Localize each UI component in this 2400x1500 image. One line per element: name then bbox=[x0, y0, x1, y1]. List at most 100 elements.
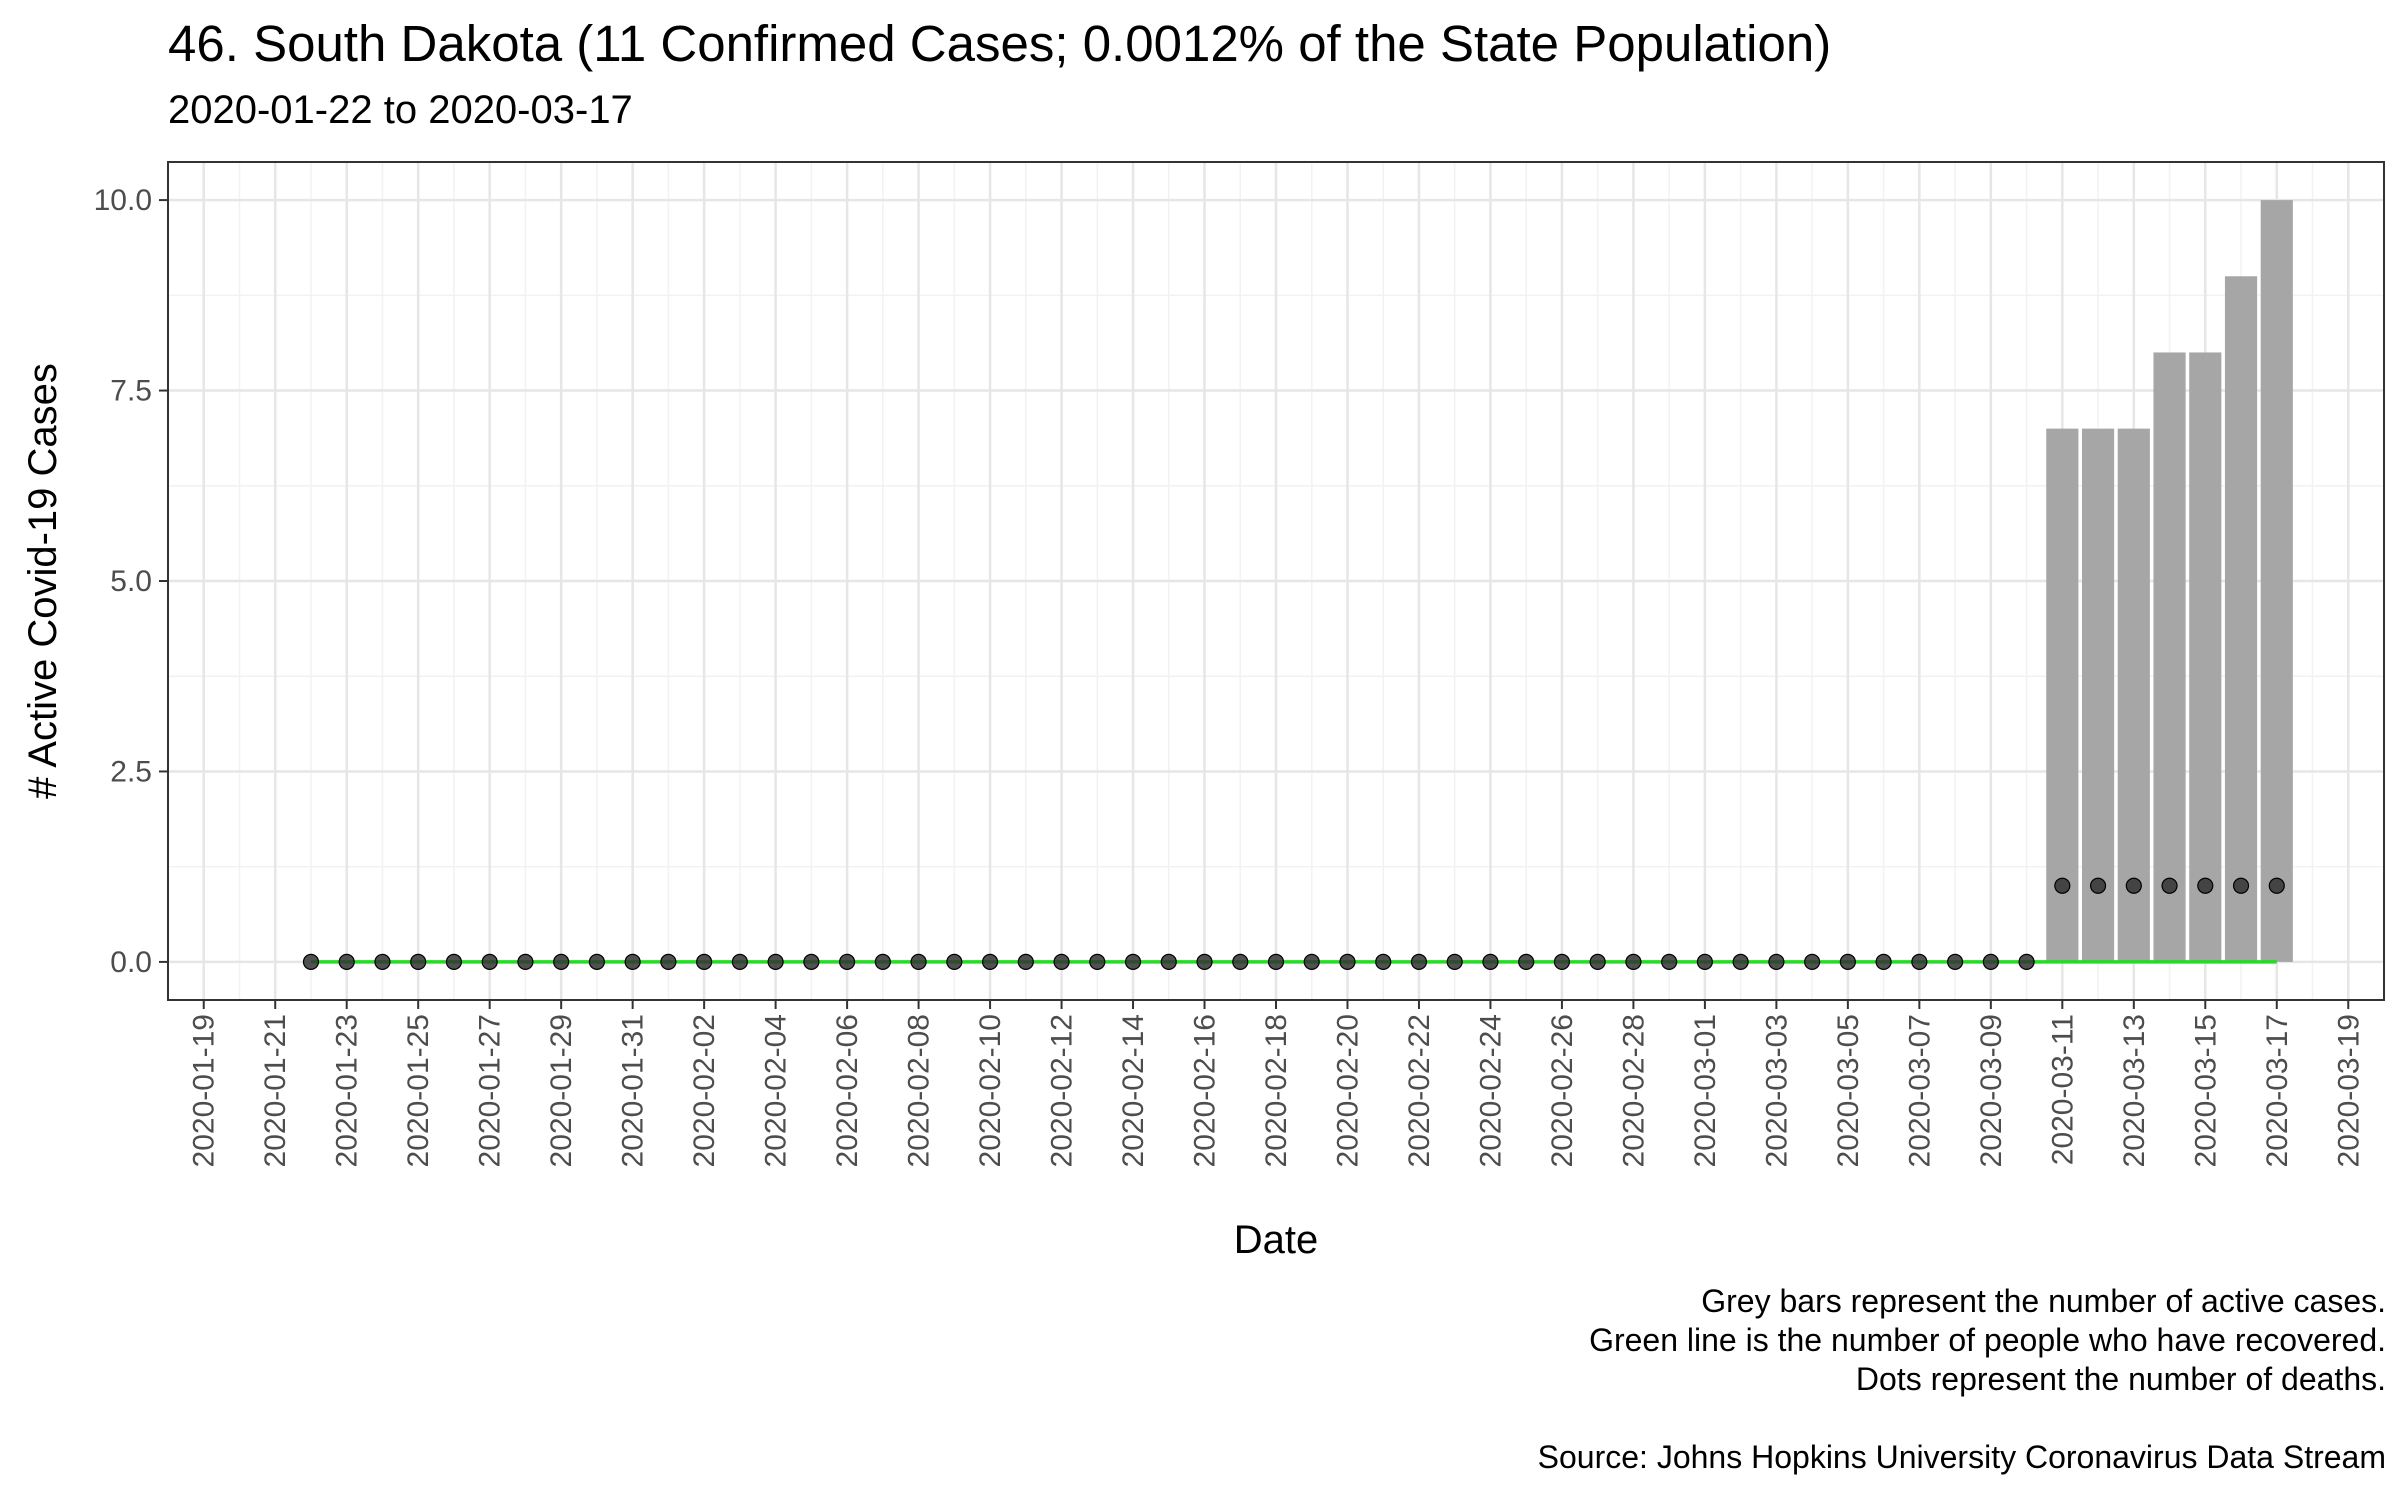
point-deaths bbox=[838, 953, 856, 971]
point-deaths bbox=[1518, 953, 1535, 971]
point-deaths bbox=[910, 953, 927, 971]
x-tick-label: 2020-01-23 bbox=[331, 1014, 364, 1167]
point-deaths bbox=[1553, 953, 1571, 971]
point-deaths bbox=[1625, 953, 1642, 971]
point-deaths bbox=[624, 953, 641, 971]
y-tick-label: 2.5 bbox=[110, 755, 152, 788]
point-deaths bbox=[1375, 953, 1392, 971]
x-tick-label: 2020-03-07 bbox=[1903, 1014, 1936, 1167]
x-tick-label: 2020-02-24 bbox=[1474, 1014, 1507, 1167]
x-tick-label: 2020-02-06 bbox=[831, 1014, 864, 1167]
bar-active-cases bbox=[2046, 428, 2079, 962]
caption-source: Source: Johns Hopkins University Coronav… bbox=[1537, 1439, 2386, 1475]
point-deaths bbox=[1696, 953, 1714, 971]
point-deaths bbox=[517, 953, 534, 971]
point-deaths bbox=[481, 953, 498, 971]
caption-line: Green line is the number of people who h… bbox=[1589, 1322, 2386, 1358]
bar-active-cases bbox=[2224, 276, 2258, 962]
point-deaths bbox=[1196, 953, 1213, 971]
x-tick-label: 2020-02-20 bbox=[1331, 1014, 1364, 1167]
point-deaths bbox=[2161, 877, 2178, 894]
point-deaths bbox=[981, 953, 999, 971]
x-tick-label: 2020-02-22 bbox=[1403, 1014, 1436, 1167]
point-deaths bbox=[1732, 953, 1749, 971]
point-deaths bbox=[410, 953, 427, 971]
x-tick-label: 2020-03-19 bbox=[2332, 1014, 2365, 1167]
point-deaths bbox=[1482, 953, 1499, 971]
point-deaths bbox=[2197, 877, 2214, 894]
point-deaths bbox=[1982, 953, 1999, 971]
bar-active-cases bbox=[2081, 428, 2115, 962]
point-deaths bbox=[1339, 953, 1356, 971]
x-tick-label: 2020-01-27 bbox=[474, 1014, 507, 1167]
x-tick-label: 2020-01-25 bbox=[402, 1014, 435, 1167]
point-deaths bbox=[1303, 953, 1320, 971]
x-tick-label: 2020-02-10 bbox=[974, 1014, 1007, 1167]
y-tick-label: 10.0 bbox=[94, 184, 152, 217]
point-deaths bbox=[1089, 953, 1106, 971]
x-tick-label: 2020-03-05 bbox=[1832, 1014, 1865, 1167]
point-deaths bbox=[696, 953, 713, 971]
x-tick-label: 2020-03-03 bbox=[1760, 1014, 1793, 1167]
point-deaths bbox=[1267, 953, 1285, 971]
x-tick-label: 2020-01-29 bbox=[545, 1014, 578, 1167]
point-deaths bbox=[338, 953, 355, 971]
x-tick-label: 2020-03-17 bbox=[2261, 1014, 2294, 1167]
point-deaths bbox=[2018, 953, 2035, 971]
x-tick-label: 2020-03-15 bbox=[2189, 1014, 2222, 1167]
point-deaths bbox=[2125, 877, 2142, 894]
point-deaths bbox=[1589, 953, 1606, 971]
point-deaths bbox=[2232, 877, 2250, 894]
x-tick-label: 2020-03-11 bbox=[2046, 1014, 2079, 1165]
x-tick-label: 2020-02-14 bbox=[1117, 1014, 1150, 1167]
y-tick-label: 0.0 bbox=[110, 946, 152, 979]
point-deaths bbox=[1410, 953, 1428, 971]
point-deaths bbox=[1232, 953, 1249, 971]
point-deaths bbox=[302, 953, 320, 971]
x-tick-label: 2020-02-08 bbox=[903, 1014, 936, 1167]
point-deaths bbox=[553, 953, 570, 971]
point-deaths bbox=[1124, 953, 1142, 971]
chart-title: 46. South Dakota (11 Confirmed Cases; 0.… bbox=[168, 15, 1832, 72]
point-deaths bbox=[445, 953, 463, 971]
point-deaths bbox=[1804, 953, 1821, 971]
y-tick-label: 7.5 bbox=[110, 375, 152, 408]
x-tick-label: 2020-01-19 bbox=[188, 1014, 221, 1167]
x-tick-label: 2020-02-02 bbox=[688, 1014, 721, 1167]
y-tick-label: 5.0 bbox=[110, 565, 152, 598]
point-deaths bbox=[588, 953, 606, 971]
bar-active-cases bbox=[2189, 352, 2222, 962]
point-deaths bbox=[803, 953, 820, 971]
x-tick-label: 2020-02-18 bbox=[1260, 1014, 1293, 1167]
point-deaths bbox=[2268, 877, 2285, 894]
point-deaths bbox=[374, 953, 391, 971]
point-deaths bbox=[1768, 953, 1785, 971]
x-tick-label: 2020-02-26 bbox=[1546, 1014, 1579, 1167]
point-deaths bbox=[767, 953, 784, 971]
bar-active-cases bbox=[2153, 352, 2186, 962]
caption-bars: Grey bars represent the number of active… bbox=[1701, 1283, 2386, 1319]
caption-dots: Dots represent the number of deaths. bbox=[1855, 1361, 2386, 1397]
y-axis-label: # Active Covid-19 Cases bbox=[21, 363, 65, 799]
point-deaths bbox=[1661, 953, 1678, 971]
x-tick-label: 2020-02-12 bbox=[1046, 1014, 1079, 1167]
point-deaths bbox=[874, 953, 891, 971]
point-deaths bbox=[1446, 953, 1463, 971]
x-tick-label: 2020-03-01 bbox=[1689, 1014, 1722, 1167]
point-deaths bbox=[1160, 953, 1177, 971]
chart-subtitle: 2020-01-22 to 2020-03-17 bbox=[168, 88, 633, 132]
point-deaths bbox=[1839, 953, 1856, 971]
bar-active-cases bbox=[2117, 428, 2150, 962]
x-tick-label: 2020-02-28 bbox=[1617, 1014, 1650, 1167]
x-tick-label: 2020-03-09 bbox=[1975, 1014, 2008, 1167]
point-deaths bbox=[1946, 953, 1964, 971]
point-deaths bbox=[731, 953, 748, 971]
point-deaths bbox=[2089, 877, 2107, 894]
point-deaths bbox=[1911, 953, 1928, 971]
point-deaths bbox=[2054, 877, 2071, 894]
x-tick-label: 2020-02-04 bbox=[760, 1014, 793, 1167]
point-deaths bbox=[946, 953, 963, 971]
x-tick-label: 2020-01-31 bbox=[617, 1014, 650, 1167]
x-tick-label: 2020-02-16 bbox=[1189, 1014, 1222, 1167]
